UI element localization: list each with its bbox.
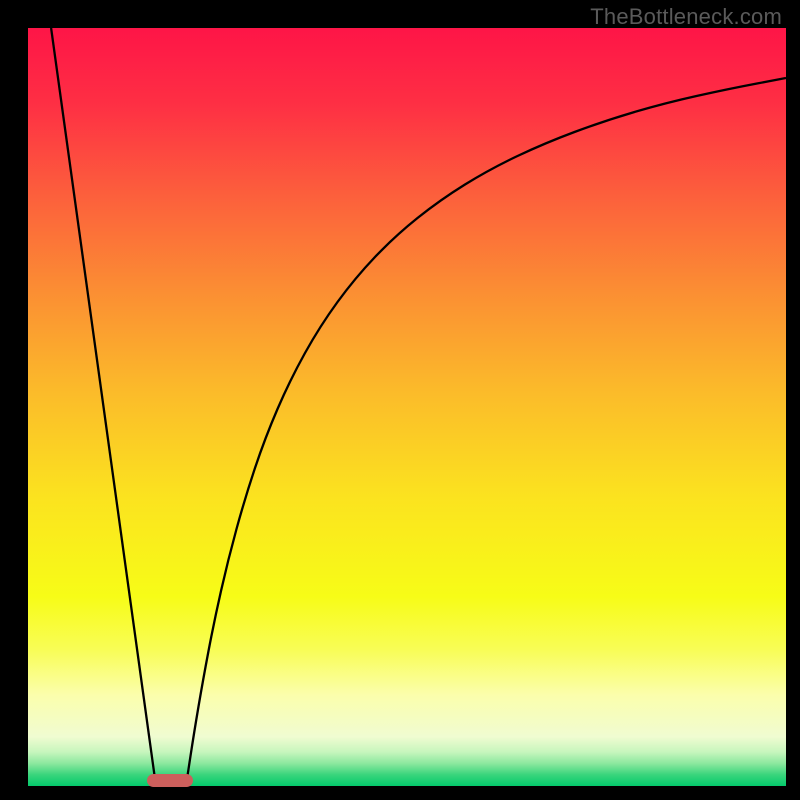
watermark-text: TheBottleneck.com: [590, 4, 782, 30]
minimum-marker: [147, 774, 193, 787]
chart-svg: [28, 28, 786, 786]
gradient-background-rect: [28, 28, 786, 786]
chart-plot-area: [28, 28, 786, 786]
